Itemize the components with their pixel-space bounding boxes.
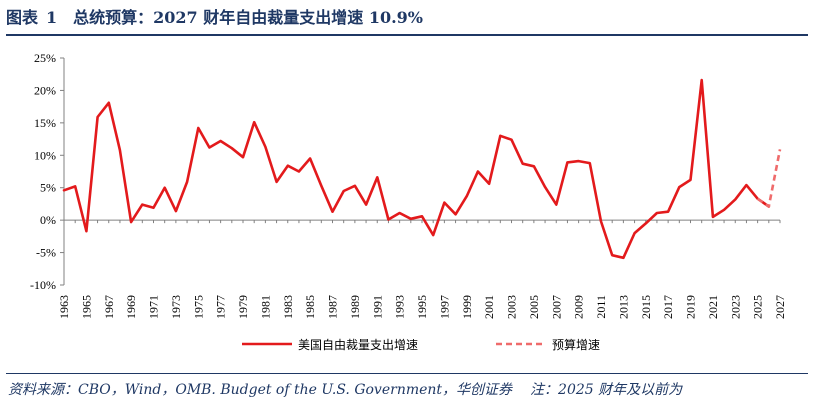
y-tick-label: -5% [36,246,56,260]
line-chart: 25% 20% 15% 10% 5% 0% -5% -10%1963 1965 1967 1969 1… [30,51,787,352]
source-note: 资料来源：CBO，Wind，OMB. Budget of the U.S. Go… [8,379,682,399]
x-tick-label: 2003 [505,295,519,319]
series-line-discretionary-growth [62,78,771,260]
x-tick-label: 1969 [124,295,138,319]
y-tick-label: 5% [40,181,56,195]
x-tick-label: 1977 [214,295,228,319]
x-tick-label: 1989 [348,295,362,319]
x-tick-label: 1967 [102,295,116,319]
x-tick-label: 1973 [169,295,183,319]
x-tick-label: 2023 [728,295,742,319]
x-tick-label: 1985 [303,295,317,319]
legend-label: 美国自由裁量支出增速 [298,338,418,352]
x-tick-label: 2001 [482,295,496,319]
figure-title-text: 总统预算：2027 财年自由裁量支出增速 10.9% [73,8,424,27]
legend-label: 预算增速 [552,337,600,352]
figure-number: 1 [46,8,58,27]
y-tick-label: 20% [34,83,56,97]
x-tick-label: 2017 [661,295,675,319]
y-tick-label: -10% [30,278,56,292]
x-tick-label: 2019 [684,295,698,319]
x-tick-label: 1999 [460,295,474,319]
x-tick-label: 1981 [258,295,272,319]
x-tick-label: 2005 [527,295,541,319]
x-tick-label: 1963 [57,295,71,319]
x-tick-label: 1993 [393,295,407,319]
x-tick-label: 2021 [706,295,720,319]
footer-divider [6,373,808,374]
series-line-budget-growth [756,149,782,208]
footnote-text: 注：2025 财年及以前为 [530,382,683,398]
x-tick-label: 2025 [751,295,765,319]
x-tick-label: 1971 [147,295,161,319]
figure-title: 图表 1 总统预算：2027 财年自由裁量支出增速 10.9% [6,6,423,30]
title-divider [6,34,808,36]
x-tick-label: 1979 [236,295,250,319]
x-tick-label: 1991 [370,295,384,319]
y-tick-label: 0% [40,213,56,227]
x-tick-label: 2011 [594,295,608,319]
x-tick-label: 1975 [191,295,205,319]
x-tick-label: 1987 [326,295,340,319]
x-tick-label: 1995 [415,295,429,319]
x-tick-label: 2009 [572,295,586,319]
source-text: 资料来源：CBO，Wind，OMB. Budget of the U.S. Go… [8,382,513,398]
x-tick-label: 2015 [639,295,653,319]
x-tick-label: 2027 [773,295,787,319]
y-tick-label: 25% [34,51,56,65]
x-tick-label: 2007 [549,295,563,319]
x-tick-label: 1997 [437,295,451,319]
x-tick-label: 1983 [281,295,295,319]
y-tick-label: 10% [34,148,56,162]
x-tick-label: 1965 [79,295,93,319]
x-tick-label: 2013 [616,295,630,319]
figure-label: 图表 [6,8,39,27]
y-tick-label: 15% [34,116,56,130]
